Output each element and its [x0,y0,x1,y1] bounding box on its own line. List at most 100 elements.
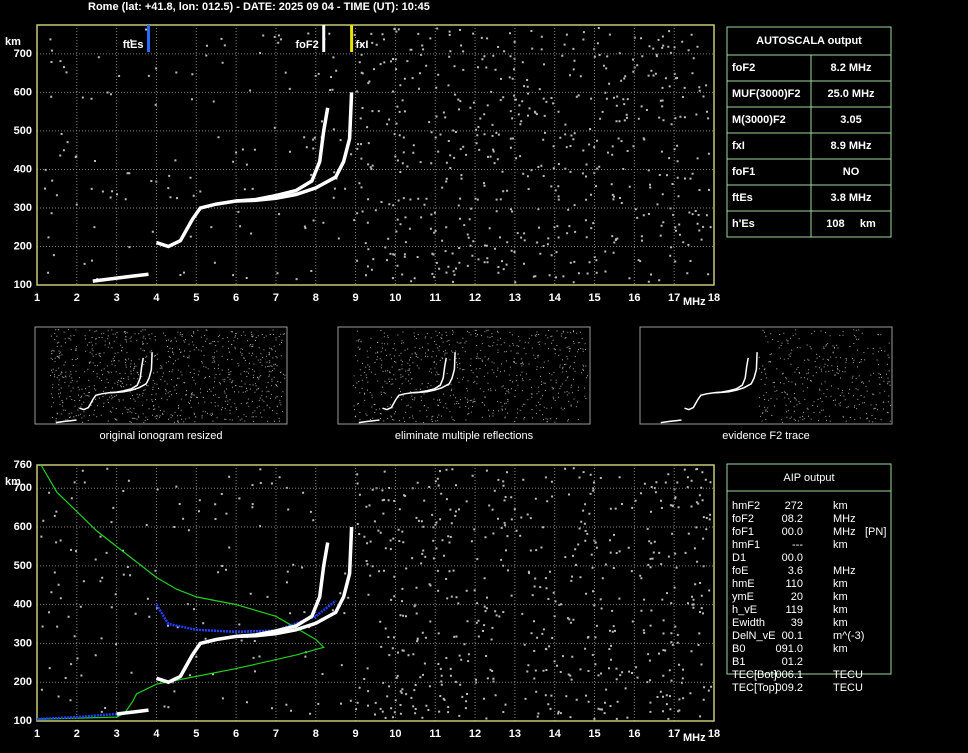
aip-cell: 39 [791,617,803,629]
aip-cell: TEC[Top] [732,682,778,694]
x-tick-label: 3 [114,292,120,304]
x-tick-label: 5 [193,292,199,304]
thumbnail-trace [660,419,682,424]
x-tick-label: 12 [469,292,481,304]
aip-cell: Ewidth [732,617,765,629]
aip-cell: TECU [833,669,863,681]
y-tick-label: 700 [14,482,32,494]
aip-cell: 20 [791,591,803,603]
x-tick-label: 13 [509,292,521,304]
y-tick-label: 760 [14,459,32,471]
autoscala-name: fxI [732,140,745,152]
x-tick-label: 2 [74,728,80,740]
x-tick-label: 9 [353,728,359,740]
aip-cell: km [833,591,848,603]
aip-cell: hmF2 [732,500,760,512]
aip-cell: 00.0 [782,526,803,538]
aip-cell: 119 [785,604,803,616]
y-tick-label: 400 [14,163,32,175]
aip-cell: DelN_vE [732,630,775,642]
aip-cell: 006.1 [775,669,803,681]
y-tick-label: 200 [14,676,32,688]
aip-cell: foF1 [732,526,754,538]
y-tick-label: 500 [14,125,32,137]
x-tick-label: 16 [628,292,640,304]
x-tick-label: 13 [509,728,521,740]
x-tick-label: 17 [668,728,680,740]
x-axis-label: MHz [683,732,706,744]
thumbnail-caption: evidence F2 trace [722,430,809,442]
aip-cell: km [833,578,848,590]
thumbnail-frame [639,326,893,425]
x-tick-label: 7 [273,292,279,304]
aip-cell: hmE [732,578,755,590]
aip-cell: MHz [833,565,856,577]
aip-cell: 009.2 [775,682,803,694]
thumbnail-frame [337,326,591,425]
thumbnail-caption: original ionogram resized [100,430,223,442]
x-tick-label: 7 [273,728,279,740]
aip-cell: km [833,617,848,629]
aip-cell: 110 [785,578,803,590]
aip-cell: h_vE [732,604,757,616]
autoscala-title: AUTOSCALA output [756,35,862,47]
aip-cell: km [833,539,848,551]
thumbnail-trace [109,352,153,394]
thumbnail-trace [412,352,456,394]
aip-cell: 3.6 [788,565,803,577]
x-tick-label: 8 [313,728,319,740]
aip-cell: 00.0 [782,552,803,564]
aip-cell: ymE [732,591,754,603]
x-tick-label: 11 [429,292,441,304]
x-tick-label: 9 [353,292,359,304]
aip-cell: B0 [732,643,745,655]
aip-cell: 00.1 [782,630,803,642]
x-tick-label: 10 [389,292,401,304]
autoscala-name: foF1 [732,166,755,178]
x-tick-label: 1 [34,728,40,740]
aip-cell: MHz [833,513,856,525]
thumbnail-trace [358,419,380,424]
trace [36,464,325,720]
x-tick-label: 14 [549,728,562,740]
y-tick-label: 200 [14,240,32,252]
aip-cell: 091.0 [775,643,803,655]
aip-cell: km [833,500,848,512]
autoscala-name: h'Es [732,218,755,230]
y-tick-label: 300 [14,202,32,214]
x-tick-label: 11 [429,728,441,740]
aip-cell: TECU [833,682,863,694]
x-tick-label: 12 [469,728,481,740]
autoscala-name: ftEs [732,192,753,204]
thumbnail-caption: eliminate multiple reflections [395,430,534,442]
aip-cell: TEC[Bot] [732,669,777,681]
aip-cell: MHz [833,526,856,538]
x-tick-label: 16 [628,728,640,740]
trace [236,92,354,203]
autoscala-value: 3.8 MHz [831,192,872,204]
y-tick-label: 700 [14,48,32,60]
aip-title: AIP output [783,472,834,484]
x-tick-label: 2 [74,292,80,304]
autoscala-value: 25.0 MHz [827,88,875,100]
plot-frame [36,464,715,722]
marker-label: ftEs [123,39,144,51]
x-tick-label: 1 [34,292,40,304]
aip-cell: km [833,604,848,616]
x-tick-label: 18 [708,292,720,304]
x-axis-label: MHz [683,296,706,308]
x-tick-label: 3 [114,728,120,740]
thumbnail-trace [714,352,758,394]
trace [92,272,149,283]
y-axis-label: km [5,476,21,488]
thumbnail-frame [34,326,288,425]
marker-label: foF2 [295,39,318,51]
y-tick-label: 100 [14,715,32,727]
autoscala-name: foF2 [732,62,755,74]
aip-cell: --- [792,539,803,551]
aip-cell: hmF1 [732,539,760,551]
x-tick-label: 6 [233,728,239,740]
x-tick-label: 17 [668,292,680,304]
